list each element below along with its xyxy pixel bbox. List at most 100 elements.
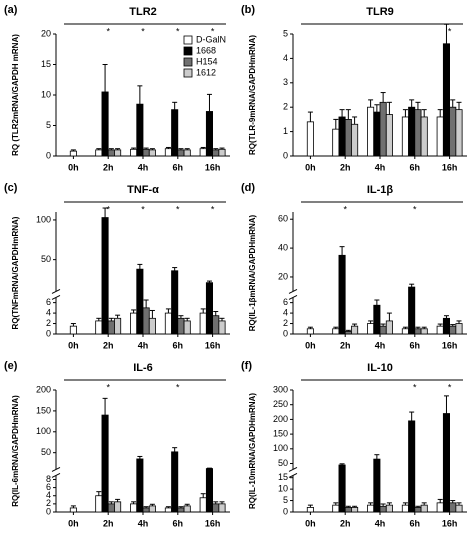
y-tick-label: 20 (41, 28, 51, 38)
panel-label: (a) (4, 4, 18, 16)
bar (69, 150, 77, 157)
y-tick-label: 2 (46, 498, 51, 508)
bar (373, 111, 381, 157)
bar (414, 328, 422, 335)
x-tick-label: 16h (205, 340, 221, 350)
panel-label: (e) (4, 360, 18, 372)
chart-title: IL-6 (133, 362, 153, 374)
bar (218, 320, 226, 335)
bar (379, 325, 387, 335)
y-tick-label: 0 (283, 506, 288, 516)
y-tick-label: 15 (41, 59, 51, 69)
y-tick-label: 4 (46, 490, 51, 500)
bar (338, 116, 346, 157)
x-tick-label: 4h (138, 340, 149, 350)
y-tick-label: 5 (283, 495, 288, 505)
bar (436, 502, 444, 513)
x-tick-label: 4h (138, 162, 149, 172)
x-tick-label: 6h (173, 518, 184, 528)
bar (177, 149, 185, 157)
bar (379, 505, 387, 513)
y-tick-label: 200 (273, 414, 288, 424)
y-tick-label: 50 (278, 458, 288, 468)
bar (164, 148, 172, 157)
bar (401, 504, 409, 513)
x-tick-label: 2h (340, 518, 351, 528)
bar (338, 254, 346, 335)
x-tick-label: 6h (410, 340, 421, 350)
bar (114, 501, 122, 513)
significance-mark: * (211, 204, 215, 214)
y-tick-label: 0 (283, 328, 288, 338)
x-tick-label: 0h (305, 162, 316, 172)
bar (351, 123, 359, 157)
axis-break (288, 294, 298, 300)
bar (199, 497, 207, 513)
bar (306, 328, 314, 335)
bar (171, 451, 179, 513)
bar (164, 312, 172, 335)
bar (367, 106, 375, 157)
bar (142, 148, 150, 157)
bar (344, 119, 352, 157)
panel-label: (f) (241, 360, 252, 372)
bar (69, 325, 77, 335)
bar (212, 503, 220, 513)
significance-mark: * (176, 382, 180, 392)
x-tick-label: 4h (375, 518, 386, 528)
significance-mark: * (141, 26, 145, 36)
bar (344, 330, 352, 335)
bar (442, 317, 450, 335)
bar (408, 420, 416, 513)
bar (177, 317, 185, 335)
y-tick-label: 2 (46, 318, 51, 328)
bar (414, 507, 422, 513)
x-tick-label: 6h (173, 162, 184, 172)
bar (205, 111, 213, 157)
y-axis-label: RQ(IL-6mRNA/GAPDHmRNA) (11, 395, 20, 507)
bar (420, 504, 428, 513)
axis-break (51, 288, 61, 294)
bar (136, 268, 144, 335)
bar (130, 503, 138, 513)
panel-label: (c) (4, 182, 18, 194)
bar (95, 495, 103, 513)
bar (344, 507, 352, 513)
bar (401, 116, 409, 157)
y-tick-label: 150 (36, 405, 51, 415)
significance-mark: * (106, 204, 110, 214)
bar (101, 217, 109, 335)
axis-break (51, 294, 61, 300)
bar (205, 282, 213, 335)
legend-label: 1612 (196, 67, 216, 77)
y-tick-label: 10 (278, 484, 288, 494)
y-axis-label: RQ (TLR2mRNA/GAPDH mRNA) (11, 34, 20, 156)
axis-break (51, 466, 61, 472)
bar (332, 128, 340, 157)
bar (449, 325, 457, 335)
bar (351, 325, 359, 335)
panel-label: (b) (241, 4, 255, 16)
x-tick-label: 16h (442, 162, 458, 172)
y-tick-label: 40 (278, 242, 288, 252)
y-tick-label: 50 (41, 254, 51, 264)
bar (142, 507, 150, 513)
bar (338, 464, 346, 513)
y-tick-label: 2 (283, 318, 288, 328)
bar (436, 325, 444, 335)
legend-label: H154 (196, 56, 218, 66)
bar (408, 106, 416, 157)
legend-swatch (183, 57, 193, 67)
x-tick-label: 0h (305, 340, 316, 350)
y-tick-label: 2 (283, 102, 288, 112)
x-tick-label: 2h (340, 162, 351, 172)
bar (69, 507, 77, 513)
bar (177, 507, 185, 513)
bar (373, 304, 381, 335)
bar (367, 323, 375, 335)
bar (379, 101, 387, 157)
x-tick-label: 0h (305, 518, 316, 528)
y-axis-label: RQ(TLR-9mRNA/GAPDHmRNA) (248, 35, 257, 155)
significance-mark: * (106, 382, 110, 392)
x-tick-label: 0h (68, 518, 79, 528)
